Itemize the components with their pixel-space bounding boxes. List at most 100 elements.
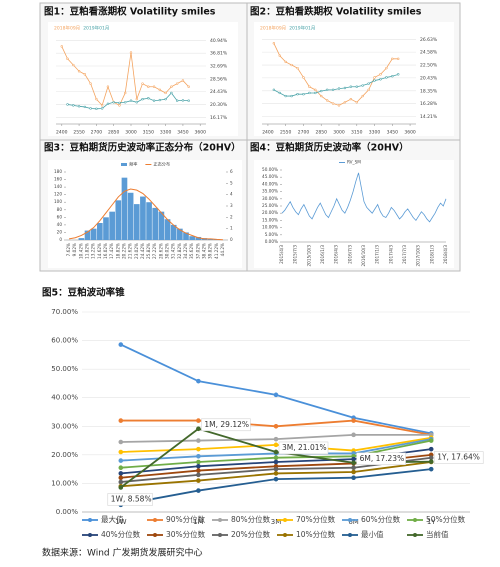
- point: [118, 342, 124, 347]
- point: [331, 102, 335, 105]
- x-tick-label: 2016/4/3: [334, 245, 339, 264]
- point: [302, 93, 305, 96]
- y-tick-label: 18.35%: [420, 88, 438, 94]
- y-tick-label: 32.69%: [210, 63, 228, 69]
- y-tick-label: 30.00%: [51, 422, 78, 430]
- point: [391, 57, 394, 61]
- point: [118, 104, 121, 107]
- series-line: [68, 188, 223, 241]
- y-tick-label: 20.30%: [210, 102, 228, 108]
- y2-tick-label: 6: [230, 169, 233, 174]
- data-label: 1M, 29.12%: [204, 420, 249, 429]
- x-tick-label: 2016/10/3: [361, 245, 366, 267]
- point: [343, 86, 347, 90]
- y-tick-label: 30.00%: [262, 196, 278, 201]
- point: [296, 66, 299, 70]
- point: [95, 97, 98, 101]
- bar: [78, 238, 85, 240]
- legend-swatch: [121, 163, 127, 166]
- point: [187, 99, 190, 102]
- legend-marker: [153, 533, 157, 537]
- point: [273, 436, 279, 442]
- series-line: [281, 172, 447, 223]
- x-tick-label: 2400: [262, 130, 274, 136]
- point: [196, 418, 201, 423]
- legend-label: 2019年01月: [289, 25, 315, 32]
- x-tick-label: 7.62%: [66, 243, 71, 256]
- legend-label: 40%分位数: [101, 529, 141, 539]
- y2-tick-label: 5: [230, 180, 233, 185]
- y-tick-label: 20.00%: [51, 451, 78, 459]
- point: [83, 105, 87, 109]
- y-tick-label: 50.00%: [51, 365, 78, 373]
- point: [391, 75, 394, 78]
- series-line: [67, 92, 189, 110]
- point: [373, 76, 376, 79]
- point: [379, 73, 382, 76]
- point: [273, 423, 279, 429]
- series-line: [273, 43, 399, 106]
- point: [320, 89, 323, 93]
- y-tick-label: 20.43%: [420, 75, 438, 81]
- label-box: [278, 441, 329, 455]
- x-tick-label: 30.02%: [165, 243, 170, 259]
- x-tick-label: 3M: [271, 518, 282, 526]
- point: [60, 45, 63, 48]
- point: [273, 392, 279, 398]
- point: [196, 488, 201, 493]
- point: [66, 57, 69, 61]
- point: [284, 60, 287, 64]
- point: [337, 87, 341, 90]
- point: [152, 99, 156, 102]
- x-tick-label: 17.42%: [109, 243, 114, 259]
- x-tick-label: 37.02%: [195, 243, 200, 259]
- point: [100, 104, 104, 107]
- x-tick-label: 2015/4/3: [279, 245, 284, 264]
- legend-marker: [348, 533, 352, 537]
- bar: [170, 224, 177, 240]
- label-box: [107, 493, 153, 506]
- y-tick-label: 20: [57, 229, 63, 234]
- x-tick-label: 24.42%: [140, 243, 145, 259]
- point: [273, 455, 279, 461]
- legend-label: 当前值: [426, 529, 449, 539]
- legend-marker: [413, 533, 417, 537]
- legend-label: 2019年01月: [83, 25, 109, 32]
- data-label: 6M, 17.23%: [360, 454, 405, 463]
- point: [284, 94, 287, 98]
- point: [147, 97, 150, 100]
- point: [112, 101, 115, 104]
- point: [273, 459, 279, 465]
- panel-bg: [254, 160, 454, 268]
- point: [349, 97, 353, 101]
- point: [355, 85, 358, 88]
- point: [118, 101, 121, 105]
- label-box: [201, 418, 251, 432]
- x-tick-label: 28.62%: [158, 243, 163, 259]
- legend-marker: [348, 518, 352, 522]
- point: [379, 78, 382, 81]
- point: [95, 107, 98, 110]
- bar: [133, 204, 140, 240]
- point: [349, 85, 353, 88]
- point: [66, 103, 69, 106]
- legend-label: 20%分位数: [231, 529, 271, 539]
- y-tick-label: 26.63%: [420, 37, 438, 43]
- point: [302, 76, 305, 79]
- x-tick-label: 3450: [177, 130, 189, 136]
- point: [118, 465, 124, 471]
- point: [196, 468, 201, 473]
- point: [77, 105, 81, 108]
- x-tick-label: 2017/1/3: [375, 245, 380, 264]
- point: [124, 91, 127, 95]
- panel-bg: [254, 22, 454, 136]
- point: [118, 439, 124, 445]
- label-box: [356, 452, 406, 466]
- data-label: 1Y, 17.64%: [437, 453, 480, 462]
- x-tick-label: 2850: [108, 130, 120, 136]
- x-tick-label: 32.82%: [177, 243, 182, 259]
- point: [170, 91, 173, 95]
- point: [325, 88, 329, 92]
- legend-label: RV_SM: [347, 160, 361, 165]
- y-tick-label: 80: [57, 207, 63, 212]
